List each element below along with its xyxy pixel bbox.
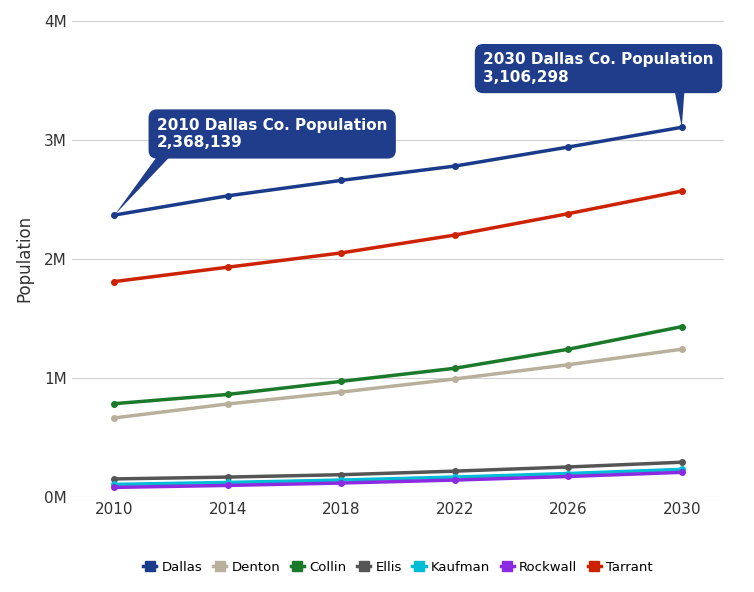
Y-axis label: Population: Population	[15, 215, 33, 303]
Text: 2030 Dallas Co. Population
3,106,298: 2030 Dallas Co. Population 3,106,298	[483, 52, 714, 127]
Text: 2010 Dallas Co. Population
2,368,139: 2010 Dallas Co. Population 2,368,139	[115, 118, 388, 215]
Legend: Dallas, Denton, Collin, Ellis, Kaufman, Rockwall, Tarrant: Dallas, Denton, Collin, Ellis, Kaufman, …	[138, 556, 658, 579]
